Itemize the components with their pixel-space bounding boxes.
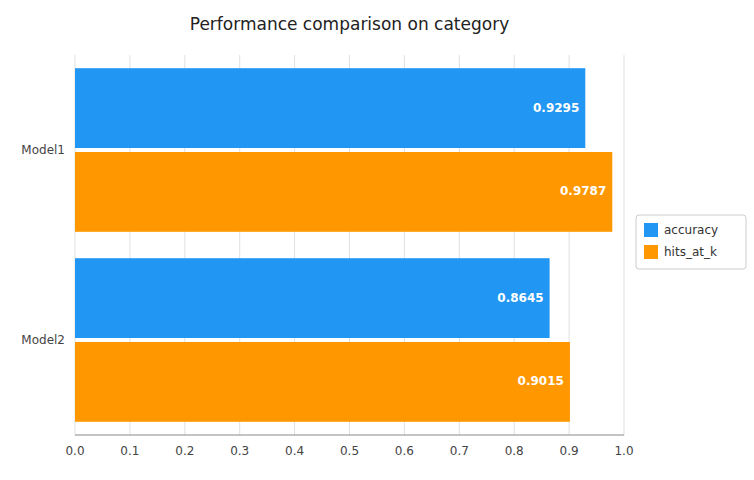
- x-tick-label: 0.2: [175, 444, 194, 458]
- data-label: 0.8645: [497, 291, 543, 305]
- bar: [75, 258, 550, 338]
- x-tick-label: 0.8: [505, 444, 524, 458]
- y-tick-label: Model2: [21, 333, 65, 347]
- bar: [75, 152, 612, 232]
- data-label: 0.9295: [533, 101, 579, 115]
- legend: accuracy hits_at_k: [636, 215, 746, 269]
- title: Performance comparison on category: [190, 14, 510, 34]
- grid: [75, 55, 624, 435]
- grid-line: [624, 55, 625, 435]
- data-labels: 0.9295 0.9787 0.8645 0.9015: [497, 101, 606, 389]
- x-tick-label: 0.9: [560, 444, 579, 458]
- legend-frame: [636, 215, 746, 269]
- x-axis-line: [75, 435, 624, 436]
- x-tick-label: 0.4: [285, 444, 304, 458]
- legend-label: accuracy: [664, 223, 718, 237]
- bars: [75, 68, 612, 422]
- x-tick-label: 0.1: [120, 444, 139, 458]
- x-tick-label: 0.7: [450, 444, 469, 458]
- y-tick-label: Model1: [21, 143, 65, 157]
- x-tick-label: 0.6: [395, 444, 414, 458]
- x-tick-label: 0.3: [230, 444, 249, 458]
- legend-swatch: [644, 245, 658, 259]
- x-tick-label: 1.0: [614, 444, 633, 458]
- bar: [75, 68, 585, 148]
- x-tick-label: 0.5: [340, 444, 359, 458]
- bar: [75, 342, 570, 422]
- data-label: 0.9787: [560, 184, 606, 198]
- chart: Performance comparison on category 0.0 0.1…: [0, 0, 754, 480]
- x-tick-label: 0.0: [65, 444, 84, 458]
- data-label: 0.9015: [518, 374, 564, 388]
- legend-label: hits_at_k: [664, 245, 717, 259]
- legend-swatch: [644, 223, 658, 237]
